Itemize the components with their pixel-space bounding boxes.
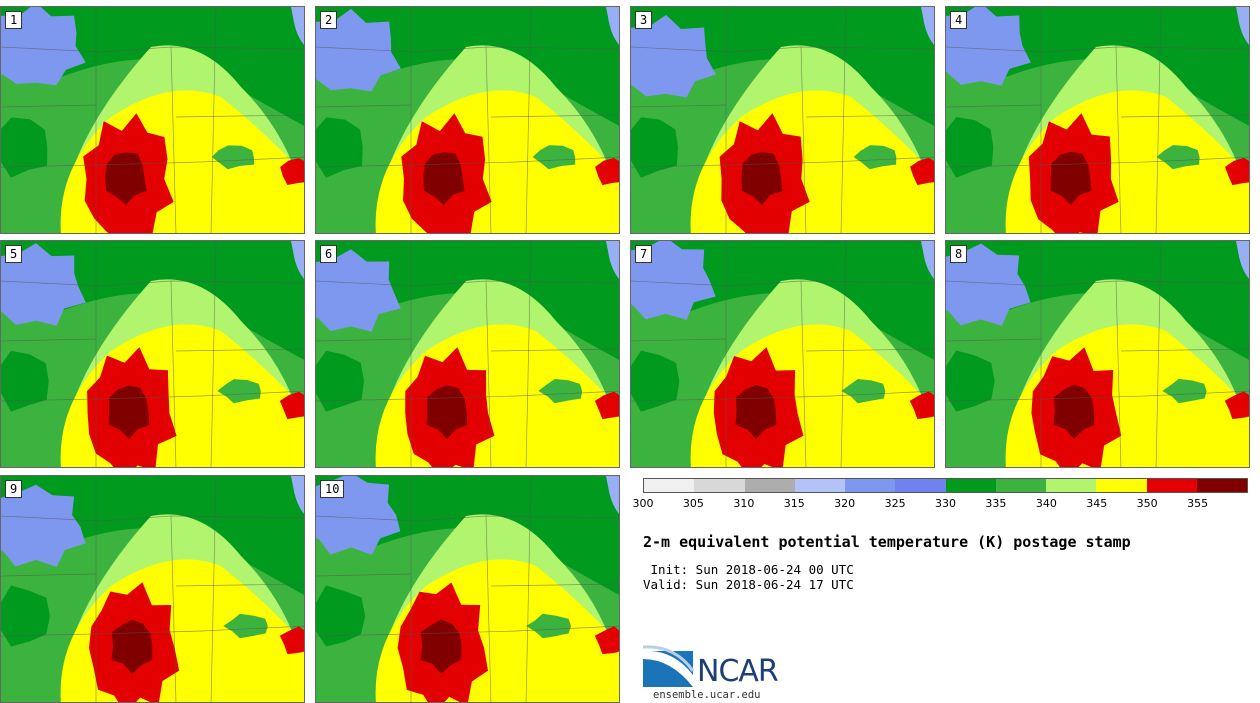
logo-text: NCAR (697, 654, 779, 689)
colorbar-segment (694, 479, 745, 492)
colorbar-segment (1196, 479, 1247, 492)
member-panel: 5 (0, 240, 305, 468)
theta-e-map (1, 241, 304, 467)
colorbar-segment (1146, 479, 1197, 492)
colorbar (643, 478, 1248, 493)
colorbar-segment (995, 479, 1046, 492)
colorbar-ticks: 300 305 310 315 320 325 330 335 340 345 350 355 (633, 497, 1248, 511)
member-panel: 1 (0, 6, 305, 234)
colorbar-segment (845, 479, 896, 492)
colorbar-segment (794, 479, 845, 492)
logo-url: ensemble.ucar.edu (653, 689, 761, 701)
colorbar-tick-label: 310 (733, 497, 755, 510)
colorbar-tick-label: 335 (985, 497, 1007, 510)
init-time: Init: Sun 2018-06-24 00 UTC (643, 562, 854, 577)
member-panel: 7 (630, 240, 935, 468)
member-number: 8 (950, 245, 968, 263)
valid-time: Valid: Sun 2018-06-24 17 UTC (643, 577, 854, 592)
colorbar-tick-label: 300 (632, 497, 654, 510)
member-panel: 8 (945, 240, 1250, 468)
member-number: 6 (320, 245, 338, 263)
colorbar-tick-label: 320 (834, 497, 856, 510)
colorbar-segment (1096, 479, 1147, 492)
run-info: Init: Sun 2018-06-24 00 UTC Valid: Sun 2… (643, 562, 854, 592)
member-panel: 6 (315, 240, 620, 468)
member-number: 10 (320, 480, 345, 498)
theta-e-map (631, 7, 934, 233)
colorbar-tick-label: 325 (884, 497, 906, 510)
member-number: 2 (320, 11, 338, 29)
colorbar-tick-label: 305 (682, 497, 704, 510)
colorbar-tick-label: 350 (1136, 497, 1158, 510)
member-number: 3 (635, 11, 653, 29)
theta-e-map (316, 476, 619, 702)
theta-e-map (631, 241, 934, 467)
colorbar-segment (1046, 479, 1097, 492)
theta-e-map (946, 241, 1249, 467)
member-number: 4 (950, 11, 968, 29)
theta-e-map (946, 7, 1249, 233)
theta-e-map (316, 241, 619, 467)
member-panel: 4 (945, 6, 1250, 234)
colorbar-segment (744, 479, 795, 492)
member-panel: 3 (630, 6, 935, 234)
member-panel: 2 (315, 6, 620, 234)
ncar-logo-icon (643, 645, 695, 687)
member-panel: 9 (0, 475, 305, 703)
colorbar-tick-label: 340 (1035, 497, 1057, 510)
colorbar-tick-label: 330 (935, 497, 956, 510)
theta-e-map (316, 7, 619, 233)
member-number: 9 (5, 480, 23, 498)
colorbar-tick-label: 315 (783, 497, 805, 510)
theta-e-map (1, 7, 304, 233)
member-number: 5 (5, 245, 23, 263)
member-number: 7 (635, 245, 653, 263)
colorbar-segment (945, 479, 996, 492)
colorbar-segment (644, 479, 695, 492)
member-panel: 10 (315, 475, 620, 703)
colorbar-tick-label: 345 (1086, 497, 1108, 510)
colorbar-tick-label: 355 (1187, 497, 1209, 510)
figure-title: 2-m equivalent potential temperature (K)… (643, 533, 1131, 551)
theta-e-map (1, 476, 304, 702)
member-number: 1 (5, 11, 23, 29)
colorbar-segment (895, 479, 946, 492)
